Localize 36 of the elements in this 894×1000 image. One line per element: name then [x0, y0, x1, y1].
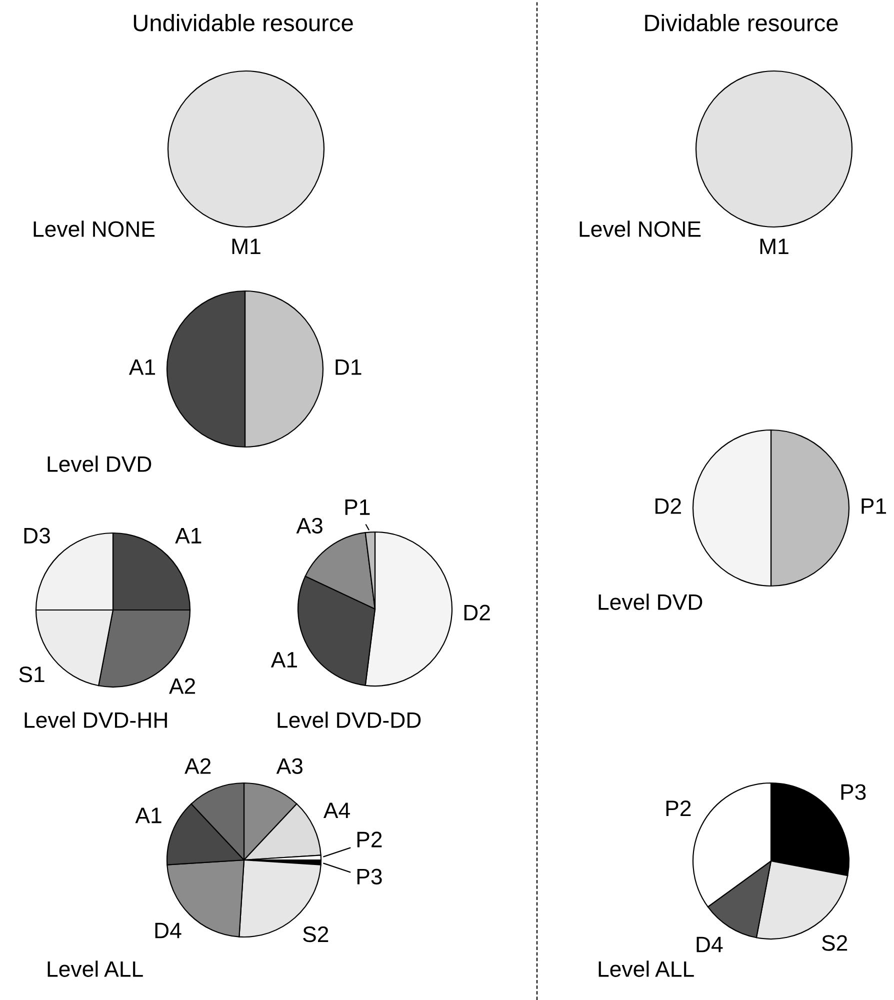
slice-label: P1	[862, 498, 886, 514]
text: Level DVD	[598, 594, 702, 610]
slice-label: P1	[345, 500, 370, 515]
slice-label: P2	[357, 832, 382, 848]
slice-label: M1	[232, 238, 260, 254]
slice-label: A4	[323, 802, 350, 818]
slice-label: D2	[655, 498, 681, 514]
chart-title: Dividable resource	[645, 14, 838, 32]
slice-label: M1	[760, 238, 788, 254]
text: Level NONE	[580, 220, 701, 237]
slice-label: D1	[336, 359, 362, 375]
text: Level DVD	[48, 456, 152, 472]
slice-label: D4	[155, 922, 182, 938]
slice-label: S2	[822, 935, 848, 951]
slice-label: P2	[666, 800, 691, 816]
text: Level DVD-DD	[278, 712, 421, 728]
slice-label: S2	[303, 926, 328, 942]
slice-label: A2	[169, 678, 196, 694]
slice-label: P3	[357, 868, 382, 885]
slice-label: A2	[184, 758, 211, 774]
text: Level ALL	[598, 960, 694, 977]
slice-label: A1	[135, 808, 162, 824]
text: Level DVD-HH	[24, 712, 167, 728]
slice-label: D3	[24, 528, 50, 544]
slice-label: S1	[19, 666, 44, 682]
slice-label: A3	[276, 758, 303, 774]
slice-label: A3	[296, 518, 322, 534]
text: Level ALL	[48, 960, 143, 977]
slice-label: P3	[841, 784, 866, 800]
slice-label: A1	[128, 359, 155, 375]
chart-title: Undividable resource	[134, 14, 353, 32]
slice-label: D2	[464, 604, 490, 620]
slice-label: A1	[270, 652, 297, 668]
text: Level NONE	[34, 220, 155, 237]
slice-label: D4	[696, 936, 723, 952]
slice-label: A1	[175, 528, 202, 544]
